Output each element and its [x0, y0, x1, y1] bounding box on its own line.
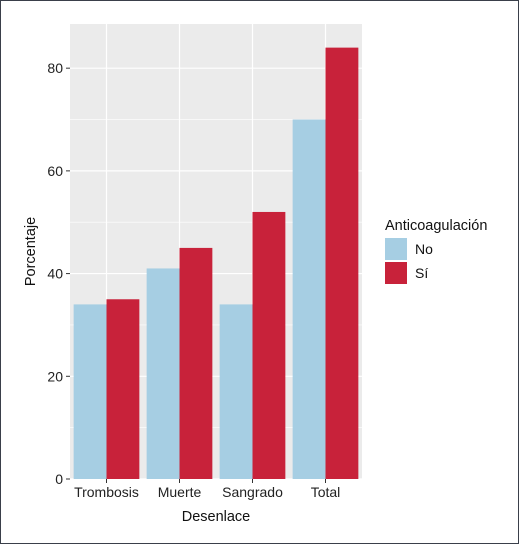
y-axis: 0 20 40 60 80 [47, 60, 70, 487]
y-tick-label: 80 [47, 60, 63, 76]
bar-total-si [325, 47, 359, 480]
y-tick-label: 60 [47, 163, 63, 179]
x-tick-label: Muerte [158, 484, 202, 500]
y-axis-title: Porcentaje [23, 217, 39, 286]
y-tick-label: 20 [47, 368, 63, 384]
legend-label-si: Sí [415, 265, 428, 281]
x-axis-title: Desenlace [182, 509, 251, 525]
bar-sangrado-si [252, 211, 286, 480]
legend-title: Anticoagulación [385, 218, 487, 234]
y-tick-label: 40 [47, 266, 63, 282]
legend-label-no: No [415, 241, 433, 257]
x-tick-label: Sangrado [222, 484, 283, 500]
bar-trombosis-no [73, 304, 107, 479]
bars [73, 47, 359, 480]
y-tick-label: 0 [55, 471, 63, 487]
bar-sangrado-no [219, 304, 253, 479]
bar-trombosis-si [106, 299, 140, 479]
x-tick-label: Trombosis [74, 484, 139, 500]
x-axis: Trombosis Muerte Sangrado Total [74, 479, 340, 500]
legend-key-si [385, 262, 407, 284]
bar-muerte-si [179, 247, 213, 479]
legend-key-no [385, 238, 407, 260]
x-tick-label: Total [311, 484, 341, 500]
legend: Anticoagulación No Sí [385, 218, 487, 284]
bar-total-no [292, 119, 326, 479]
bar-muerte-no [146, 268, 180, 479]
